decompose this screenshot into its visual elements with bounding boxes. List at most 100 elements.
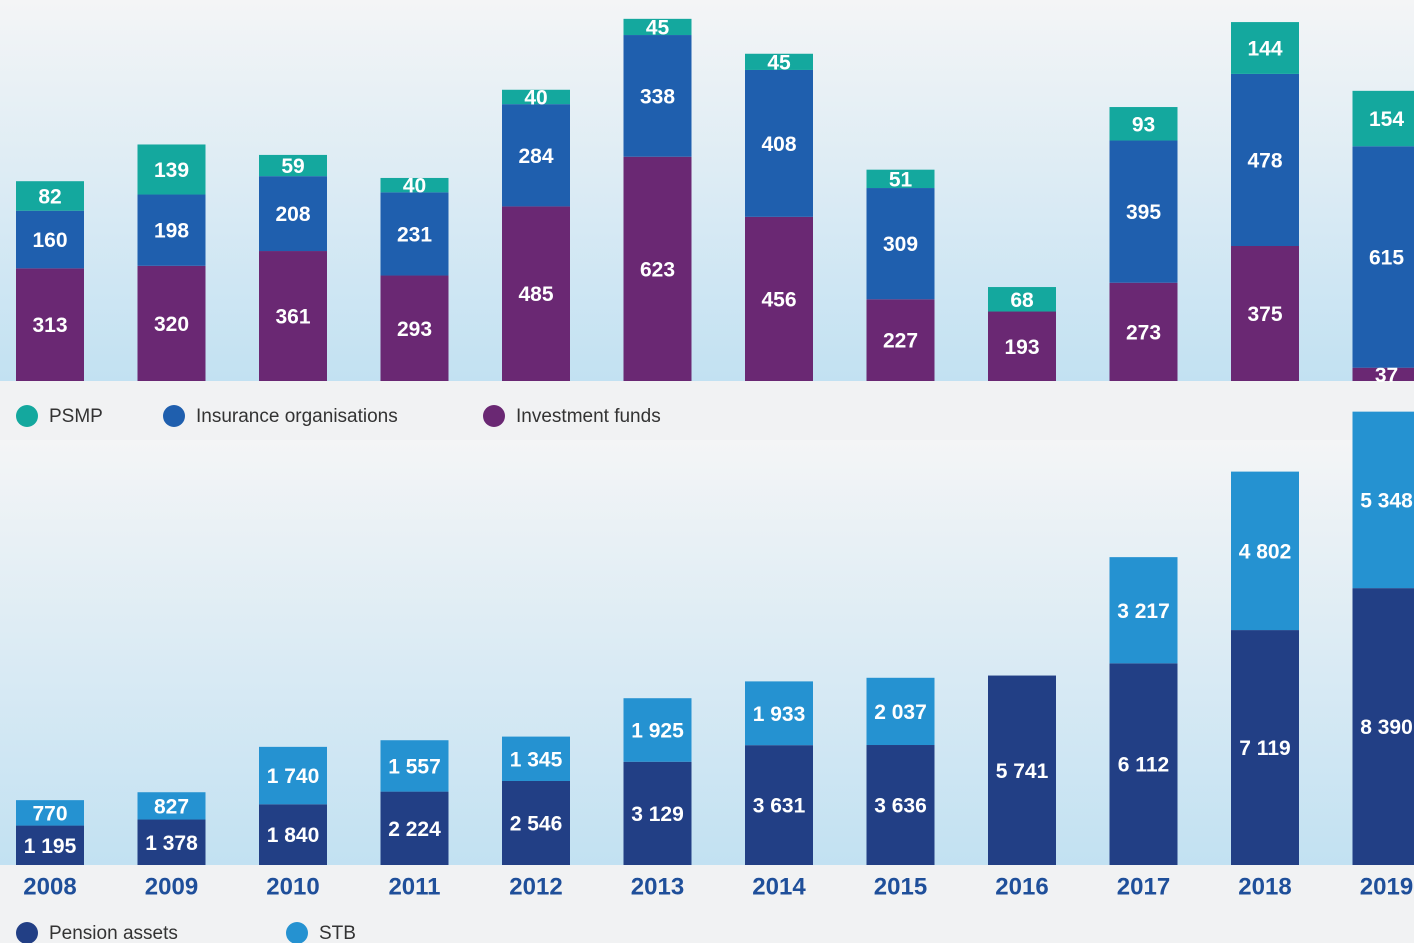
data-label: 8 390 xyxy=(1360,716,1413,739)
bar-segment xyxy=(259,804,327,865)
bar-segment xyxy=(259,251,327,381)
data-label: 3 217 xyxy=(1117,600,1170,623)
data-label: 227 xyxy=(883,330,918,353)
legend-marker xyxy=(483,405,505,427)
bar-segment xyxy=(988,311,1056,381)
data-label: 160 xyxy=(32,229,67,252)
bar-segment xyxy=(745,53,813,70)
bar-segment xyxy=(380,177,449,193)
data-label: 338 xyxy=(640,85,675,108)
bar-segment xyxy=(866,745,935,865)
data-label: 198 xyxy=(154,220,189,243)
bar-segment xyxy=(502,104,570,207)
bar-segment xyxy=(1231,73,1299,246)
x-tick-label: 2018 xyxy=(1238,873,1291,900)
x-tick-label: 2017 xyxy=(1117,873,1170,900)
x-tick-label: 2009 xyxy=(145,873,198,900)
legend-marker xyxy=(16,405,38,427)
data-label: 5 741 xyxy=(996,760,1049,783)
data-label: 309 xyxy=(883,233,918,256)
bar-segment xyxy=(1352,367,1414,381)
x-tick-label: 2011 xyxy=(388,873,440,900)
bar-segment xyxy=(745,69,813,217)
bar-segment xyxy=(745,745,813,865)
bar-segment xyxy=(380,740,449,792)
data-label: 320 xyxy=(154,313,189,336)
bar-segment xyxy=(502,736,570,781)
data-label: 82 xyxy=(38,186,61,209)
bar-segment xyxy=(137,144,206,195)
bar-segment xyxy=(16,825,84,865)
legend-label: PSMP xyxy=(49,406,103,427)
data-label: 1 933 xyxy=(753,703,806,726)
bar-segment xyxy=(1109,557,1178,664)
data-label: 208 xyxy=(275,203,310,226)
bar-segment xyxy=(988,675,1056,865)
data-label: 2 224 xyxy=(388,818,441,841)
data-label: 1 345 xyxy=(510,748,563,771)
legend-marker xyxy=(163,405,185,427)
data-label: 2 037 xyxy=(874,701,927,724)
bar-segment xyxy=(623,18,692,36)
data-label: 144 xyxy=(1247,38,1282,61)
bar-segment xyxy=(16,210,84,269)
bar-segment xyxy=(1109,282,1178,381)
data-label: 361 xyxy=(275,306,310,329)
data-label: 45 xyxy=(767,51,791,74)
data-label: 5 348 xyxy=(1360,489,1413,512)
plot-bg xyxy=(0,0,1414,381)
bar-segment xyxy=(623,35,692,157)
data-label: 154 xyxy=(1369,108,1404,131)
bar-segment xyxy=(988,287,1056,312)
x-tick-label: 2016 xyxy=(995,873,1048,900)
data-label: 37 xyxy=(1375,364,1398,387)
data-label: 231 xyxy=(397,223,432,246)
data-label: 2 546 xyxy=(510,813,563,836)
bar-segment xyxy=(1231,22,1299,74)
bar-segment xyxy=(866,299,935,381)
data-label: 623 xyxy=(640,258,675,281)
data-label: 478 xyxy=(1247,150,1282,173)
data-label: 1 378 xyxy=(145,832,198,855)
data-label: 40 xyxy=(524,87,547,110)
data-label: 770 xyxy=(32,802,67,825)
bar-segment xyxy=(502,206,570,381)
legend-marker xyxy=(286,922,308,943)
bar-segment xyxy=(1231,246,1299,381)
data-label: 6 112 xyxy=(1118,754,1169,777)
data-label: 3 631 xyxy=(753,795,806,818)
x-tick-label: 2010 xyxy=(266,873,319,900)
legend-label: Insurance organisations xyxy=(196,406,398,427)
bar-segment xyxy=(16,268,84,381)
data-label: 45 xyxy=(646,16,670,39)
data-label: 139 xyxy=(154,159,189,182)
bar-segment xyxy=(380,791,449,865)
x-tick-label: 2014 xyxy=(752,873,806,900)
bar-segment xyxy=(745,681,813,746)
bar-segment xyxy=(137,819,206,865)
legend-label: STB xyxy=(319,923,356,943)
bar-segment xyxy=(866,169,935,189)
data-label: 395 xyxy=(1126,201,1161,224)
data-label: 284 xyxy=(518,145,553,168)
bar-segment xyxy=(259,154,327,177)
bar-segment xyxy=(1352,411,1414,589)
data-label: 68 xyxy=(1010,289,1034,312)
data-label: 273 xyxy=(1126,321,1161,344)
legend-marker xyxy=(16,922,38,943)
bar-segment xyxy=(1109,663,1178,865)
bar-segment xyxy=(16,800,84,826)
data-label: 1 740 xyxy=(267,765,320,788)
bar-segment xyxy=(1352,146,1414,368)
bar-segment xyxy=(380,192,449,276)
data-label: 456 xyxy=(761,288,796,311)
legend-label: Pension assets xyxy=(49,923,178,943)
x-tick-label: 2012 xyxy=(509,873,562,900)
bar-segment xyxy=(502,780,570,865)
data-label: 408 xyxy=(761,133,796,156)
bar-segment xyxy=(16,181,84,211)
x-tick-label: 2013 xyxy=(631,873,684,900)
data-label: 193 xyxy=(1004,336,1039,359)
x-tick-label: 2015 xyxy=(874,873,927,900)
